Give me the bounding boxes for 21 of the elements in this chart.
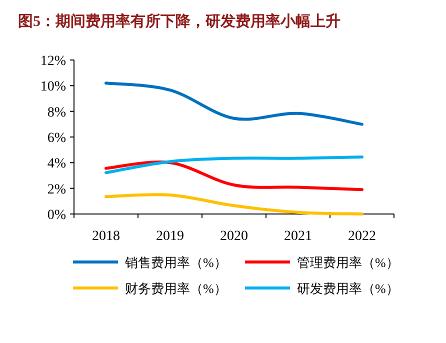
legend-label: 管理费用率（%） bbox=[297, 255, 399, 270]
line-series bbox=[104, 193, 364, 216]
line-series bbox=[104, 160, 364, 192]
y-tick-label: 10% bbox=[40, 80, 66, 95]
legend-label: 研发费用率（%） bbox=[297, 281, 399, 296]
chart-title: 图5：期间费用率有所下降，研发费用率小幅上升 bbox=[18, 12, 340, 30]
legend-label: 销售费用率（%） bbox=[124, 255, 227, 270]
y-tick-label: 0% bbox=[47, 208, 66, 223]
x-tick-label: 2019 bbox=[156, 229, 184, 244]
x-tick-label: 2021 bbox=[284, 229, 312, 244]
x-tick-label: 2020 bbox=[220, 229, 248, 244]
y-tick-label: 6% bbox=[47, 131, 66, 146]
y-tick-label: 2% bbox=[47, 182, 66, 198]
line-series bbox=[104, 82, 364, 126]
legend-label: 财务费用率（%） bbox=[125, 281, 227, 296]
line-series bbox=[104, 156, 364, 174]
y-tick-label: 12% bbox=[40, 54, 66, 69]
y-tick-label: 4% bbox=[47, 156, 66, 172]
x-tick-label: 2022 bbox=[348, 229, 376, 244]
y-tick-label: 8% bbox=[47, 105, 66, 120]
x-tick-label: 2018 bbox=[92, 229, 120, 244]
